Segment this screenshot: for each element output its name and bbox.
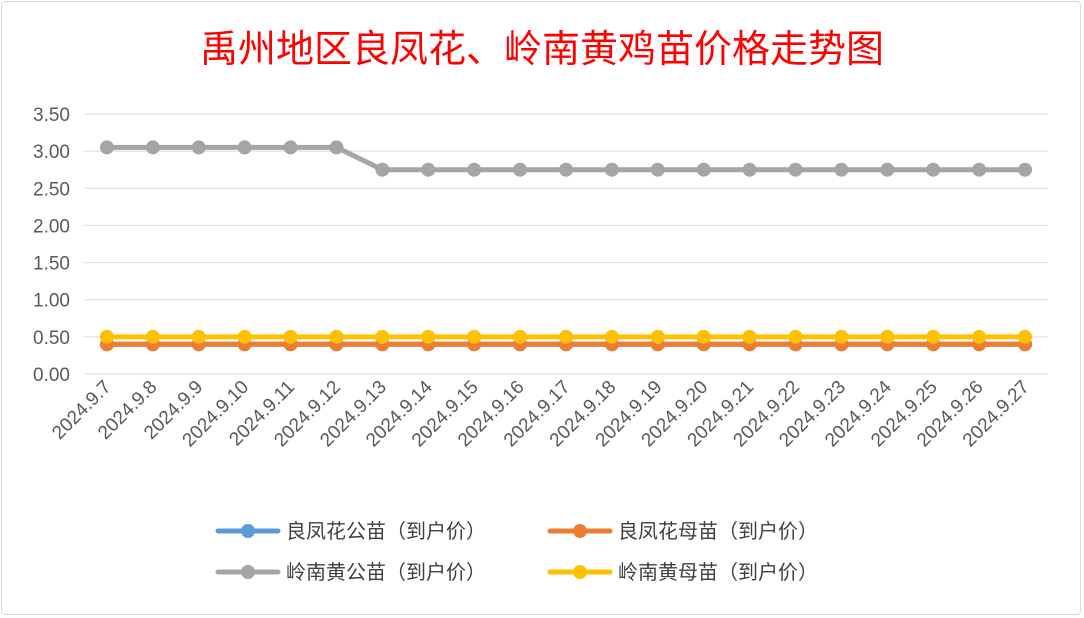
data-point (513, 162, 528, 177)
data-point (834, 329, 849, 344)
data-point (145, 329, 160, 344)
data-point (880, 162, 895, 177)
data-point (329, 329, 344, 344)
y-tick-label: 1.00 (33, 291, 70, 312)
data-point (375, 162, 390, 177)
data-point (283, 329, 298, 344)
data-point (375, 329, 390, 344)
legend-item: 良凤花公苗（到户价） (215, 519, 486, 543)
legend-label: 良凤花公苗（到户价） (286, 519, 486, 543)
data-point (99, 329, 114, 344)
data-point (559, 162, 573, 177)
data-point (926, 162, 941, 177)
data-point (972, 329, 987, 344)
data-point (834, 162, 849, 177)
data-point (880, 329, 895, 344)
legend-label: 岭南黄公苗（到户价） (286, 560, 486, 584)
data-point (742, 329, 757, 344)
y-tick-label: 2.50 (33, 179, 70, 200)
x-axis-ticks: 2024.9.72024.9.82024.9.92024.9.102024.9.… (48, 376, 1033, 451)
data-point (604, 329, 619, 344)
legend-label: 岭南黄母苗（到户价） (618, 560, 818, 584)
data-point (972, 162, 987, 177)
data-point (604, 162, 619, 177)
data-point (421, 329, 436, 344)
legend-label: 良凤花母苗（到户价） (618, 519, 818, 543)
data-point (742, 162, 757, 177)
data-point (696, 329, 711, 344)
legend-item: 岭南黄公苗（到户价） (215, 560, 486, 584)
legend: 良凤花公苗（到户价） 良凤花母苗（到户价） 岭南黄公苗（到户价） 岭南黄母苗（到户价） (215, 519, 818, 584)
data-point (926, 329, 941, 344)
data-point (1018, 162, 1033, 177)
data-point (467, 162, 482, 177)
legend-swatch-marker (241, 565, 255, 579)
data-point (329, 140, 344, 155)
chart-title: 禹州地区良凤花、岭南黄鸡苗价格走势图 (200, 27, 884, 71)
data-point (237, 140, 252, 155)
data-point (513, 329, 528, 344)
legend-swatch-marker (573, 524, 587, 538)
legend-swatch-marker (573, 565, 587, 579)
data-point (421, 162, 436, 177)
y-tick-label: 0.50 (33, 328, 70, 349)
y-tick-label: 1.50 (33, 254, 70, 275)
data-point (237, 329, 252, 344)
legend-item: 岭南黄母苗（到户价） (547, 560, 818, 584)
legend-item: 良凤花母苗（到户价） (547, 519, 818, 543)
y-tick-label: 3.50 (33, 105, 70, 126)
data-point (788, 329, 803, 344)
series-3 (99, 329, 1033, 344)
data-point (99, 140, 114, 155)
y-tick-label: 3.00 (33, 142, 70, 163)
legend-swatch-marker (241, 524, 255, 538)
series-layer (99, 140, 1033, 352)
y-axis-ticks: 0.00 0.50 1.00 1.50 2.00 2.50 3.00 3.50 (33, 105, 70, 386)
data-point (650, 162, 665, 177)
data-point (559, 329, 573, 344)
data-point (191, 140, 206, 155)
data-point (650, 329, 665, 344)
data-point (283, 140, 298, 155)
series-2 (99, 140, 1033, 177)
data-point (467, 329, 482, 344)
y-tick-label: 0.00 (33, 365, 70, 386)
data-point (191, 329, 206, 344)
y-tick-label: 2.00 (33, 216, 70, 237)
data-point (1018, 329, 1033, 344)
data-point (145, 140, 160, 155)
data-point (788, 162, 803, 177)
data-point (696, 162, 711, 177)
